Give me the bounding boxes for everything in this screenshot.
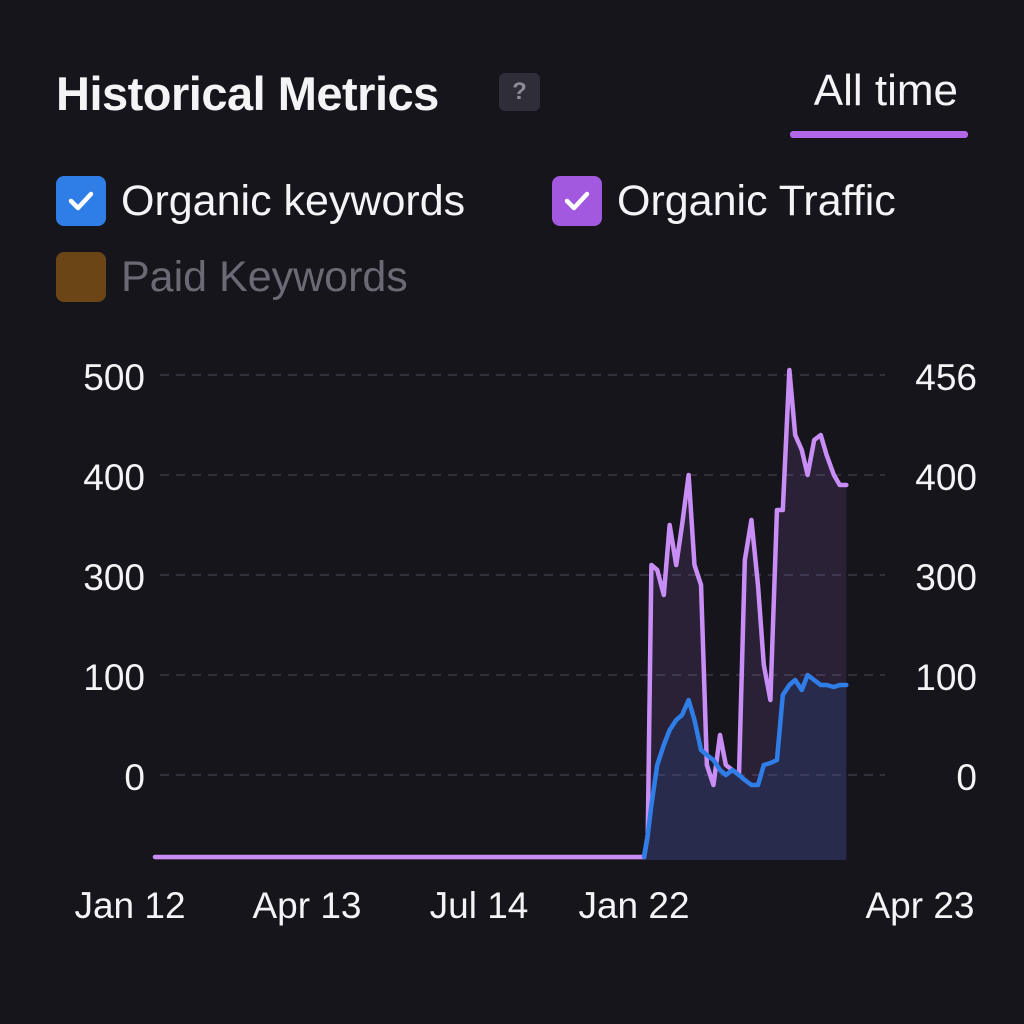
legend-organic-keywords[interactable]: Organic keywords (56, 176, 465, 226)
paid-keywords-checkbox[interactable] (56, 252, 106, 302)
x-axis-tick: Jan 22 (578, 885, 689, 926)
right-axis-tick: 100 (915, 657, 977, 698)
legend-label: Paid Keywords (121, 252, 408, 301)
legend-label: Organic keywords (121, 176, 466, 225)
tab-active-indicator (790, 131, 968, 138)
organic-keywords-checkbox[interactable] (56, 176, 106, 226)
right-axis-tick: 0 (956, 757, 977, 798)
x-axis-tick: Jul 14 (430, 885, 529, 926)
header: Historical Metrics ? All time (56, 58, 968, 138)
organic-traffic-line (152, 367, 849, 860)
x-axis-tick: Apr 13 (252, 885, 361, 926)
right-axis-tick: 456 (915, 357, 977, 398)
page-title: Historical Metrics (56, 67, 439, 120)
right-axis-tick: 400 (915, 457, 977, 498)
left-axis-tick: 0 (124, 757, 145, 798)
checkmark-icon (564, 191, 590, 211)
left-axis-tick: 100 (83, 657, 145, 698)
legend-paid-keywords[interactable]: Paid Keywords (56, 252, 408, 302)
question-icon[interactable]: ? (499, 73, 540, 111)
organic-keywords-line (641, 672, 849, 860)
tab-all-time-label: All time (813, 66, 958, 115)
right-axis-tick: 300 (915, 557, 977, 598)
checkmark-icon (68, 191, 94, 211)
legend-label: Organic Traffic (617, 176, 896, 225)
organic-traffic-area (155, 370, 847, 860)
left-axis-tick: 500 (83, 357, 145, 398)
legend-organic-traffic[interactable]: Organic Traffic (552, 176, 896, 226)
x-axis-tick: Jan 12 (74, 885, 185, 926)
tab-all-time[interactable]: All time (790, 58, 968, 138)
left-axis-tick: 400 (83, 457, 145, 498)
organic-traffic-checkbox[interactable] (552, 176, 602, 226)
left-axis-tick: 300 (83, 557, 145, 598)
x-axis-tick: Apr 23 (865, 885, 974, 926)
